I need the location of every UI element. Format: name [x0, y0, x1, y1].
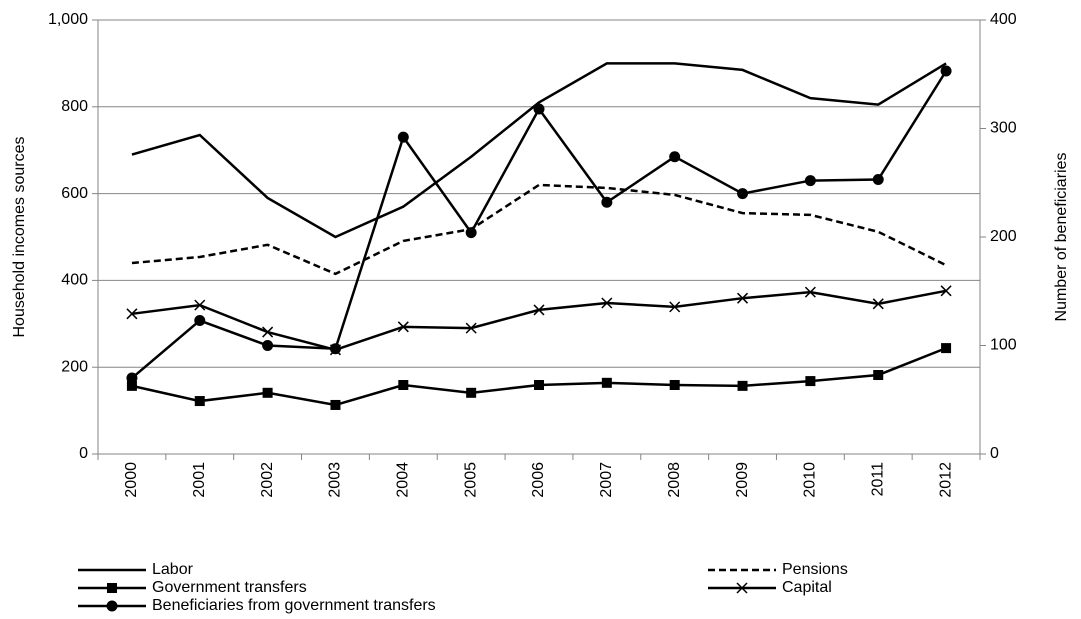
- marker: [736, 582, 748, 594]
- marker: [669, 379, 680, 390]
- marker: [872, 173, 884, 185]
- marker: [465, 227, 477, 239]
- marker: [194, 315, 206, 327]
- marker: [940, 285, 952, 297]
- x-tick-label: 2012: [937, 462, 954, 498]
- legend-label: Pensions: [782, 561, 848, 578]
- marker: [126, 308, 138, 320]
- marker: [534, 379, 544, 390]
- marker: [804, 286, 816, 298]
- marker: [533, 304, 545, 316]
- x-tick-label: 2011: [869, 462, 886, 497]
- x-tick-label: 2002: [259, 462, 276, 498]
- marker: [533, 103, 545, 115]
- marker: [669, 301, 681, 313]
- marker: [126, 372, 138, 384]
- y-tick-label: 600: [61, 185, 88, 202]
- x-tick-label: 2000: [123, 462, 140, 498]
- y2-tick-label: 300: [990, 120, 1017, 137]
- x-tick-label: 2003: [327, 462, 344, 498]
- series-line: [131, 346, 947, 407]
- marker: [262, 340, 274, 351]
- marker: [737, 292, 749, 304]
- marker: [330, 399, 341, 410]
- marker: [601, 377, 612, 388]
- legend-label: Government transfers: [152, 579, 307, 596]
- marker: [126, 380, 137, 391]
- marker: [398, 379, 409, 390]
- x-tick-label: 2010: [802, 462, 819, 498]
- marker: [601, 297, 613, 309]
- legend-label: Capital: [782, 579, 832, 596]
- y-tick-label: 400: [61, 272, 88, 289]
- marker: [872, 298, 884, 310]
- series-line: [131, 62, 947, 239]
- y2-tick-label: 0: [990, 445, 999, 462]
- marker: [805, 376, 816, 387]
- y2-tick-label: 100: [990, 337, 1017, 354]
- marker: [262, 326, 274, 338]
- x-tick-label: 2004: [395, 462, 412, 498]
- y-tick-label: 1,000: [48, 11, 88, 28]
- series-line: [131, 70, 948, 380]
- series-line: [131, 183, 947, 276]
- y2-tick-label: 400: [990, 11, 1017, 28]
- marker: [107, 583, 117, 593]
- marker: [465, 322, 477, 334]
- x-tick-label: 2009: [734, 462, 751, 498]
- y-tick-label: 0: [79, 445, 88, 462]
- legend-label: Beneficiaries from government transfers: [152, 597, 436, 614]
- x-tick-label: 2008: [666, 462, 683, 498]
- marker: [669, 151, 681, 163]
- marker: [873, 370, 884, 381]
- marker: [194, 299, 206, 311]
- marker: [940, 65, 952, 77]
- y2-tick-label: 200: [990, 228, 1017, 245]
- marker: [262, 387, 273, 398]
- x-tick-label: 2007: [598, 462, 615, 498]
- y-axis-label: Household incomes sources: [11, 137, 28, 338]
- marker: [804, 175, 816, 187]
- y-tick-label: 800: [61, 98, 88, 115]
- marker: [106, 600, 118, 612]
- marker: [329, 343, 341, 355]
- y-tick-label: 200: [61, 358, 88, 375]
- marker: [397, 131, 409, 143]
- y2-axis-label: Number of beneficiaries: [1053, 153, 1070, 322]
- marker: [737, 188, 749, 200]
- marker: [194, 396, 205, 407]
- legend-label: Labor: [152, 561, 194, 578]
- marker: [737, 380, 748, 391]
- marker: [601, 196, 613, 208]
- x-tick-label: 2005: [462, 462, 479, 498]
- x-tick-label: 2006: [530, 462, 547, 498]
- x-tick-label: 2001: [191, 462, 208, 498]
- marker: [466, 387, 477, 398]
- marker: [941, 343, 952, 354]
- marker: [397, 321, 409, 333]
